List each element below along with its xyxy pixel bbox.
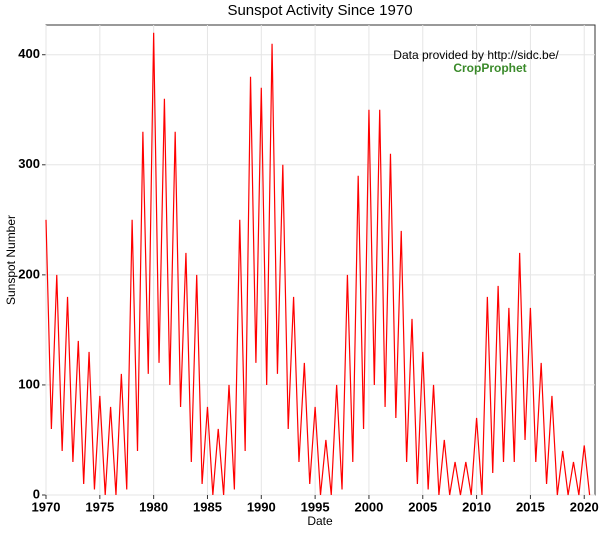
y-tick-label: 100	[18, 376, 40, 391]
x-tick-label: 1995	[301, 499, 330, 514]
x-tick-label: 2020	[570, 499, 599, 514]
x-tick-label: 1980	[139, 499, 168, 514]
x-tick-label: 1975	[85, 499, 114, 514]
logo: CropProphet	[453, 61, 526, 75]
x-tick-label: 1985	[193, 499, 222, 514]
x-tick-label: 2015	[516, 499, 545, 514]
annotation: Data provided by http://sidc.be/	[393, 48, 559, 62]
y-tick-label: 200	[18, 266, 40, 281]
y-tick-label: 0	[33, 486, 40, 501]
x-axis-label: Date	[307, 514, 333, 528]
y-tick-label: 400	[18, 46, 40, 61]
x-tick-label: 1970	[32, 499, 61, 514]
x-tick-label: 1990	[247, 499, 276, 514]
y-axis-label: Sunspot Number	[4, 215, 18, 305]
x-tick-label: 2000	[354, 499, 383, 514]
y-tick-label: 300	[18, 156, 40, 171]
x-tick-label: 2010	[462, 499, 491, 514]
chart-title: Sunspot Activity Since 1970	[227, 2, 412, 19]
series-line	[45, 32, 591, 496]
x-tick-label: 2005	[408, 499, 437, 514]
